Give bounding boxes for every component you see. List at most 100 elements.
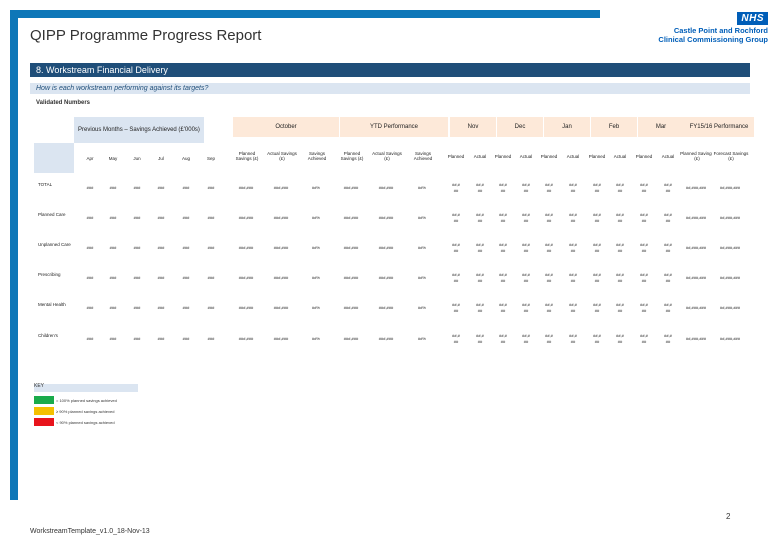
table-cell-future: ##,# bbox=[640, 272, 648, 277]
table-cell-future: ##,# bbox=[593, 212, 601, 217]
table-cell-future: ##,# bbox=[476, 333, 484, 338]
table-cell-future: ##,# bbox=[593, 302, 601, 307]
table-row-label: Planned Care bbox=[38, 212, 66, 217]
table-cell-future: ##,# bbox=[545, 212, 553, 217]
table-cell-future: ## bbox=[617, 339, 623, 344]
table-cell-fy: ##,###,### bbox=[685, 215, 707, 220]
table-cell-future: ##,# bbox=[476, 212, 484, 217]
table-cell-future: ## bbox=[570, 188, 576, 193]
header-future-sub-5: Actual bbox=[563, 138, 583, 174]
table-cell-prev: ### bbox=[133, 305, 141, 310]
header-october: October bbox=[233, 117, 339, 137]
table-cell-future: ## bbox=[594, 339, 600, 344]
table-cell-future: ##,# bbox=[569, 182, 577, 187]
table-cell-future: ##,# bbox=[616, 212, 624, 217]
key-label: = 100% planned savings achieved bbox=[56, 397, 117, 403]
table-cell-future: ## bbox=[665, 308, 671, 313]
table-cell-future: ## bbox=[500, 248, 506, 253]
logo-line-2: Clinical Commissioning Group bbox=[658, 35, 768, 44]
table-cell-future: ##,# bbox=[499, 272, 507, 277]
table-cell-future: ## bbox=[453, 218, 459, 223]
header-future-sub-3: Actual bbox=[516, 138, 536, 174]
header-month-nov: Nov bbox=[450, 117, 496, 137]
table-cell-future: ##,# bbox=[616, 272, 624, 277]
table-cell-oct: ##% bbox=[311, 185, 320, 190]
left-accent-bar bbox=[10, 10, 18, 500]
table-cell-prev: ### bbox=[157, 215, 165, 220]
table-cell-future: ##,# bbox=[476, 272, 484, 277]
header-aug: Aug bbox=[174, 143, 198, 173]
table-cell-future: ##,# bbox=[664, 182, 672, 187]
table-cell-future: ##,# bbox=[522, 333, 530, 338]
table-cell-future: ##,# bbox=[640, 302, 648, 307]
header-previous-months: Previous Months – Savings Achieved (£'00… bbox=[74, 117, 204, 143]
table-cell-future: ## bbox=[617, 278, 623, 283]
table-cell-future: ## bbox=[500, 339, 506, 344]
table-cell-future: ## bbox=[665, 218, 671, 223]
table-cell-ytd: ##% bbox=[417, 305, 426, 310]
table-cell-future: ##,# bbox=[569, 242, 577, 247]
table-cell-future: ## bbox=[523, 188, 529, 193]
table-cell-future: ## bbox=[570, 308, 576, 313]
table-cell-oct: ###,### bbox=[273, 185, 289, 190]
table-cell-prev: ### bbox=[133, 215, 141, 220]
key-item: < 90% planned savings achieved bbox=[34, 418, 115, 426]
table-row-label: Unplanned Care bbox=[38, 242, 71, 247]
header-future-sub-8: Planned bbox=[634, 138, 654, 174]
table-cell-oct: ##% bbox=[311, 245, 320, 250]
table-cell-future: ## bbox=[570, 218, 576, 223]
header-jul: Jul bbox=[149, 143, 173, 173]
table-cell-future: ## bbox=[523, 278, 529, 283]
table-cell-future: ##,# bbox=[499, 242, 507, 247]
table-cell-future: ##,# bbox=[476, 302, 484, 307]
table-cell-future: ## bbox=[594, 248, 600, 253]
header-month-mar: Mar bbox=[638, 117, 684, 137]
table-cell-future: ##,# bbox=[593, 272, 601, 277]
header-ytd-col-0: Planned Savings (£) bbox=[336, 138, 368, 174]
table-cell-future: ## bbox=[665, 339, 671, 344]
table-cell-future: ## bbox=[477, 248, 483, 253]
page-number: 2 bbox=[726, 512, 731, 521]
table-cell-future: ## bbox=[453, 278, 459, 283]
table-cell-future: ## bbox=[523, 218, 529, 223]
header-oct-col-0: Planned Savings (£) bbox=[231, 138, 263, 174]
header-future-sub-9: Actual bbox=[658, 138, 678, 174]
table-cell-prev: ### bbox=[182, 336, 190, 341]
table-cell-future: ## bbox=[665, 188, 671, 193]
table-cell-future: ## bbox=[594, 278, 600, 283]
table-cell-prev: ### bbox=[207, 215, 215, 220]
table-cell-future: ## bbox=[546, 278, 552, 283]
table-cell-oct: ###,### bbox=[238, 215, 254, 220]
table-cell-future: ## bbox=[546, 248, 552, 253]
table-cell-fy: ##,###,### bbox=[719, 245, 741, 250]
table-cell-future: ## bbox=[546, 188, 552, 193]
table-cell-future: ## bbox=[477, 278, 483, 283]
table-cell-future: ## bbox=[617, 188, 623, 193]
table-cell-ytd: ###,### bbox=[343, 336, 359, 341]
table-cell-future: ## bbox=[594, 308, 600, 313]
header-oct-col-2: Savings Achieved bbox=[301, 138, 333, 174]
table-cell-ytd: ##% bbox=[417, 245, 426, 250]
table-cell-future: ## bbox=[570, 248, 576, 253]
table-cell-future: ## bbox=[453, 308, 459, 313]
table-cell-oct: ###,### bbox=[273, 245, 289, 250]
table-cell-future: ## bbox=[523, 339, 529, 344]
table-cell-future: ## bbox=[500, 188, 506, 193]
table-cell-fy: ##,###,### bbox=[719, 275, 741, 280]
key-swatch bbox=[34, 407, 54, 415]
table-cell-future: ##,# bbox=[569, 302, 577, 307]
table-cell-fy: ##,###,### bbox=[685, 275, 707, 280]
table-row-label: Prescribing bbox=[38, 272, 61, 277]
page-title: QIPP Programme Progress Report bbox=[30, 27, 262, 44]
table-cell-prev: ### bbox=[109, 336, 117, 341]
table-cell-ytd: ###,### bbox=[378, 336, 394, 341]
table-cell-future: ##,# bbox=[452, 302, 460, 307]
table-cell-prev: ### bbox=[182, 305, 190, 310]
table-cell-future: ##,# bbox=[640, 242, 648, 247]
key-label: ≥ 90% planned savings achieved bbox=[56, 408, 115, 414]
table-cell-ytd: ###,### bbox=[378, 185, 394, 190]
table-cell-future: ##,# bbox=[664, 272, 672, 277]
header-row-label-blank bbox=[34, 143, 74, 173]
table-cell-future: ##,# bbox=[452, 333, 460, 338]
header-ytd: YTD Performance bbox=[340, 117, 448, 137]
